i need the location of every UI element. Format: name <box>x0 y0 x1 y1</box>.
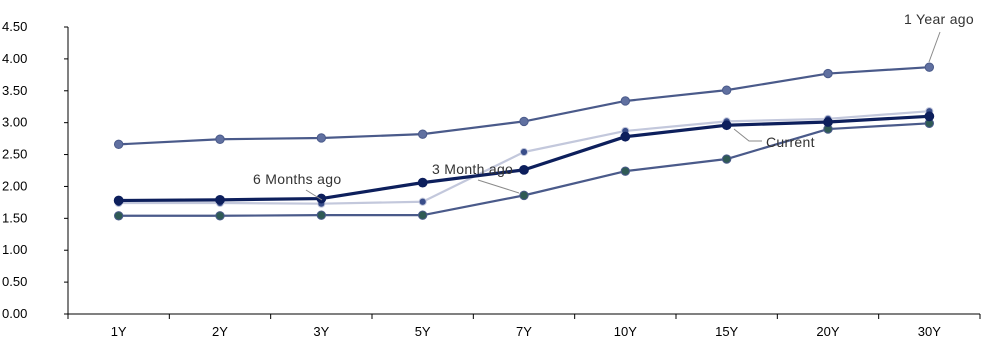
series-0-point <box>519 116 529 127</box>
series-3-point <box>215 194 225 205</box>
series-line-3 <box>118 114 930 203</box>
series-3-point <box>924 111 935 122</box>
series-2-point <box>620 166 631 176</box>
x-tick-label: 3Y <box>313 324 329 339</box>
x-tick-label: 20Y <box>816 324 839 339</box>
y-tick-label: 0.50 <box>2 274 27 289</box>
series-3-point <box>316 193 327 204</box>
y-tick-label: 3.50 <box>2 83 27 98</box>
annotation-leader-line <box>305 189 323 201</box>
y-tick-label: 0.00 <box>2 306 27 321</box>
chart-annotations: 1 Year ago 6 Months ago 3 Month ago Current <box>253 11 974 201</box>
annotation-leader-line <box>733 128 762 142</box>
x-tick-label: 7Y <box>516 324 532 339</box>
annotation-leader-line <box>928 31 941 63</box>
series-2-point <box>215 211 225 221</box>
x-tick-label: 2Y <box>212 324 228 339</box>
annotation-label: 1 Year ago <box>904 11 974 27</box>
series-3-point <box>519 164 529 175</box>
y-tick-label: 2.50 <box>2 147 27 162</box>
series-0-point <box>417 129 428 139</box>
y-tick-label: 4.00 <box>2 51 27 66</box>
series-1-point <box>418 197 427 206</box>
chart-axes: 0.00 0.50 1.00 1.50 2.00 2.50 3.00 3.50 4.00 4.50… <box>2 19 981 339</box>
y-tick-label: 2.00 <box>2 178 27 193</box>
annotation-label: 3 Month ago <box>432 161 513 177</box>
series-2-point <box>721 154 732 164</box>
series-2-point <box>113 211 124 221</box>
y-tick-label: 1.50 <box>2 210 27 225</box>
series-1-point <box>519 147 529 157</box>
y-tick-label: 1.00 <box>2 242 27 257</box>
series-3-point <box>620 131 631 142</box>
series-0-point <box>924 62 935 72</box>
annotation-label: 6 Months ago <box>253 171 341 187</box>
series-0-point <box>721 85 732 95</box>
y-tick-label: 4.50 <box>2 19 27 34</box>
series-0-point <box>823 68 833 79</box>
x-tick-label: 5Y <box>415 324 431 339</box>
annotation-label: Current <box>766 134 815 150</box>
x-tick-label: 1Y <box>111 324 127 339</box>
series-3-point <box>721 120 732 131</box>
series-0-point <box>316 133 327 143</box>
series-points <box>113 62 935 221</box>
series-0-point <box>215 134 225 144</box>
series-0-point <box>113 139 124 150</box>
series-2-point <box>417 210 428 220</box>
x-tick-label: 30Y <box>918 324 941 339</box>
series-2-point <box>316 210 327 220</box>
series-3-point <box>823 117 833 127</box>
series-3-point <box>417 177 428 188</box>
y-tick-label: 3.00 <box>2 115 27 130</box>
x-tick-label: 10Y <box>614 324 637 339</box>
annotation-leader-line <box>477 179 520 194</box>
x-tick-label: 15Y <box>715 324 738 339</box>
series-2-point <box>519 190 529 201</box>
series-line-0 <box>118 66 930 146</box>
series-0-point <box>620 96 631 106</box>
series-3-point <box>113 195 124 206</box>
